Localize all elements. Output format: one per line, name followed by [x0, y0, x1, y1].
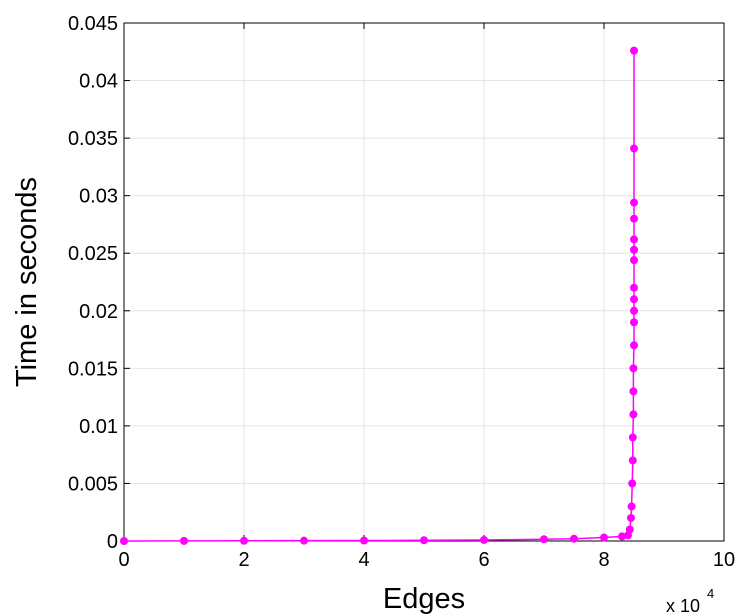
y-tick-label: 0.035 [68, 128, 118, 150]
x-multiplier-exponent: 4 [707, 586, 714, 601]
data-point [180, 536, 188, 545]
y-tick-label: 0.01 [79, 416, 118, 438]
x-axis-label: Edges [383, 583, 465, 615]
data-point [629, 410, 638, 419]
data-point [600, 533, 608, 542]
y-tick-label: 0.045 [68, 13, 118, 35]
data-point [630, 341, 638, 350]
x-tick-label: 6 [478, 549, 489, 571]
data-point [630, 46, 638, 55]
data-point [630, 283, 638, 292]
data-point [300, 536, 308, 545]
data-point [627, 502, 636, 511]
data-point [630, 214, 638, 223]
data-point [629, 364, 638, 373]
y-tick-label: 0.04 [79, 71, 118, 93]
y-axis-label: Time in seconds [11, 177, 43, 387]
data-point [629, 387, 638, 396]
data-point [630, 235, 638, 244]
data-point [630, 306, 638, 315]
data-point [618, 532, 626, 541]
data-point [627, 513, 635, 522]
y-tick-label: 0.005 [68, 473, 118, 495]
data-point [360, 536, 368, 545]
x-tick-label: 2 [238, 549, 249, 571]
data-point [570, 534, 578, 543]
data-point [630, 318, 638, 327]
data-point [540, 535, 548, 544]
data-point [240, 536, 248, 545]
plot-area [124, 23, 724, 541]
x-tick-label: 8 [598, 549, 609, 571]
x-tick-label: 0 [118, 549, 129, 571]
x-tick-label: 10 [713, 549, 735, 571]
y-tick-label: 0 [107, 531, 118, 553]
x-multiplier: x 10 [666, 596, 700, 616]
y-tick-label: 0.015 [68, 358, 118, 380]
data-point [630, 245, 638, 254]
data-point [628, 479, 637, 488]
y-tick-label: 0.02 [79, 301, 118, 323]
data-point [628, 433, 637, 442]
y-tick-label: 0.03 [79, 186, 118, 208]
data-point [630, 144, 638, 153]
data-point [120, 537, 128, 545]
x-tick-label: 4 [358, 549, 369, 571]
data-point [420, 536, 428, 545]
data-point [625, 525, 634, 534]
data-point [630, 295, 638, 304]
data-point [630, 198, 638, 207]
data-point [628, 456, 637, 465]
data-point [480, 535, 488, 544]
data-point [630, 256, 638, 265]
y-tick-label: 0.025 [68, 243, 118, 265]
